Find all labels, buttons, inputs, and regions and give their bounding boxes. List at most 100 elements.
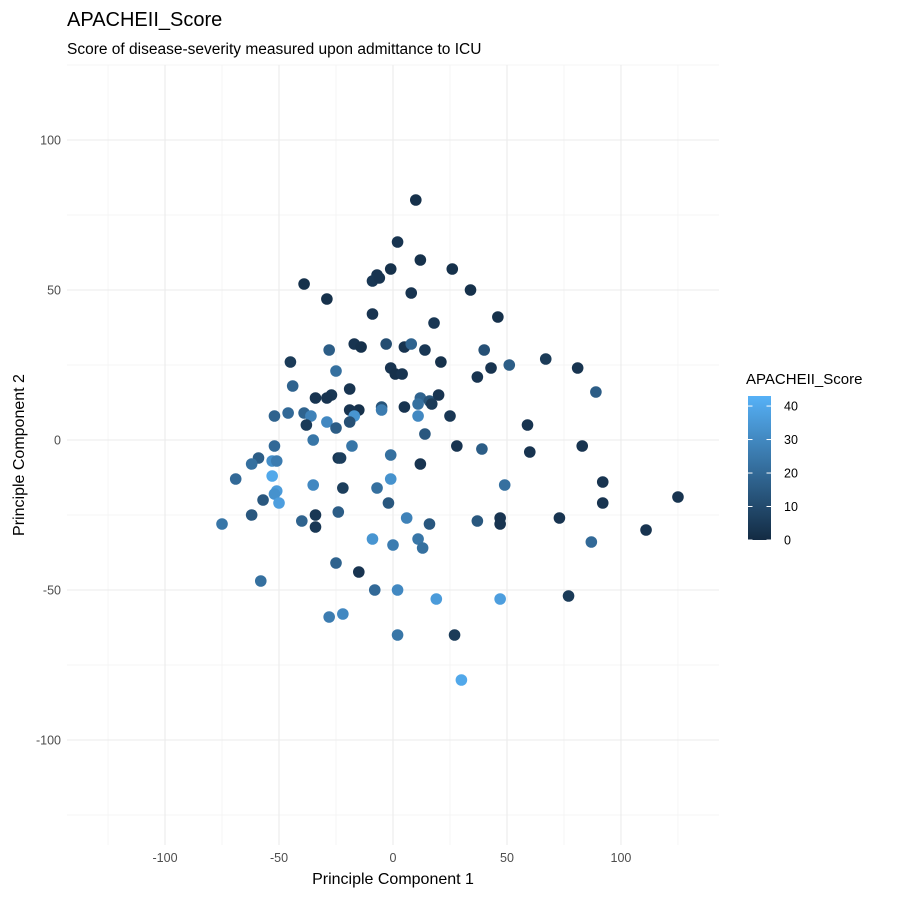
data-point-9 (405, 287, 418, 299)
data-point-61 (419, 428, 431, 440)
data-point-121 (391, 629, 404, 641)
data-point-13 (492, 311, 504, 323)
legend-tick-label: 30 (784, 433, 798, 447)
data-point-12 (366, 308, 379, 320)
data-point-51 (412, 410, 424, 422)
legend-title: APACHEII_Score (746, 371, 862, 388)
data-point-106 (387, 539, 399, 551)
data-point-35 (343, 383, 356, 395)
data-point-119 (323, 611, 335, 623)
data-point-38 (309, 392, 322, 404)
data-point-56 (305, 410, 317, 422)
data-point-116 (430, 593, 443, 605)
data-point-112 (353, 566, 365, 578)
x-tick-label: -100 (153, 851, 178, 865)
data-point-11 (321, 293, 333, 305)
x-axis-ticks: -100 -50 0 50 100 (153, 851, 632, 865)
data-point-6 (373, 272, 386, 284)
data-point-87 (596, 476, 609, 488)
data-point-68 (576, 440, 589, 452)
data-point-92 (672, 491, 684, 503)
data-point-115 (391, 584, 404, 596)
y-tick-label: 100 (40, 134, 61, 148)
legend-tick-label: 20 (784, 467, 798, 481)
y-tick-label: -50 (43, 584, 61, 598)
legend-tick-label: 10 (784, 500, 798, 514)
data-point-33 (471, 371, 484, 383)
data-point-118 (562, 590, 575, 602)
x-tick-label: 0 (390, 851, 397, 865)
x-axis-title: Principle Component 1 (312, 871, 474, 888)
data-point-99 (400, 512, 413, 524)
data-point-2 (414, 254, 427, 266)
data-point-85 (371, 482, 383, 494)
data-point-23 (284, 356, 297, 368)
legend-ticks: 0 10 20 30 40 (748, 400, 798, 548)
data-point-78 (229, 473, 242, 485)
data-point-84 (384, 473, 397, 485)
data-point-94 (309, 509, 322, 521)
y-axis-title: Principle Component 2 (11, 374, 28, 536)
data-point-107 (412, 533, 424, 545)
data-point-93 (245, 509, 258, 521)
data-point-81 (268, 488, 281, 500)
data-point-75 (384, 449, 397, 461)
y-tick-label: 50 (47, 284, 61, 298)
legend-tick-label: 0 (784, 534, 791, 548)
data-point-88 (257, 494, 269, 506)
data-point-70 (245, 458, 258, 470)
data-point-108 (416, 542, 429, 554)
x-tick-label: 100 (611, 851, 632, 865)
y-tick-label: 0 (54, 434, 61, 448)
data-point-32 (396, 368, 408, 380)
data-point-98 (309, 521, 322, 533)
data-point-110 (640, 524, 652, 536)
data-point-97 (296, 515, 308, 527)
data-point-122 (448, 629, 461, 641)
data-point-60 (343, 416, 356, 428)
data-point-34 (286, 380, 299, 392)
data-point-86 (498, 479, 511, 491)
data-point-22 (323, 344, 335, 356)
x-tick-label: 50 (500, 851, 514, 865)
data-point-67 (476, 443, 488, 455)
data-point-46 (425, 398, 438, 410)
data-point-100 (423, 518, 436, 530)
data-point-79 (266, 470, 278, 482)
data-point-7 (446, 263, 459, 275)
data-point-49 (375, 404, 388, 416)
data-point-114 (368, 584, 381, 596)
data-point-14 (428, 317, 440, 329)
data-point-16 (355, 341, 367, 353)
data-point-17 (380, 338, 392, 350)
data-point-95 (332, 506, 345, 518)
data-point-109 (585, 536, 598, 548)
data-points (216, 194, 684, 686)
data-point-105 (366, 533, 379, 545)
y-axis-ticks: -100 -50 0 50 100 (36, 134, 61, 748)
legend-tick-label: 40 (784, 400, 798, 414)
data-point-103 (494, 518, 506, 530)
data-point-10 (464, 284, 477, 296)
data-point-64 (268, 440, 281, 452)
grid-major (67, 65, 719, 845)
data-point-29 (330, 365, 342, 377)
data-point-25 (539, 353, 552, 365)
data-point-65 (346, 440, 358, 452)
chart-title: APACHEII_Score (67, 9, 222, 31)
data-point-101 (471, 515, 484, 527)
data-point-74 (334, 452, 347, 464)
data-point-91 (596, 497, 609, 509)
data-point-1 (391, 236, 404, 248)
data-point-111 (330, 557, 342, 569)
x-tick-label: -50 (270, 851, 288, 865)
legend-colorbar (748, 396, 771, 540)
data-point-72 (270, 455, 283, 467)
data-point-0 (409, 194, 422, 206)
data-point-66 (451, 440, 463, 452)
data-point-90 (382, 497, 395, 509)
data-point-26 (485, 362, 497, 374)
data-point-54 (282, 407, 294, 419)
data-point-28 (571, 362, 584, 374)
